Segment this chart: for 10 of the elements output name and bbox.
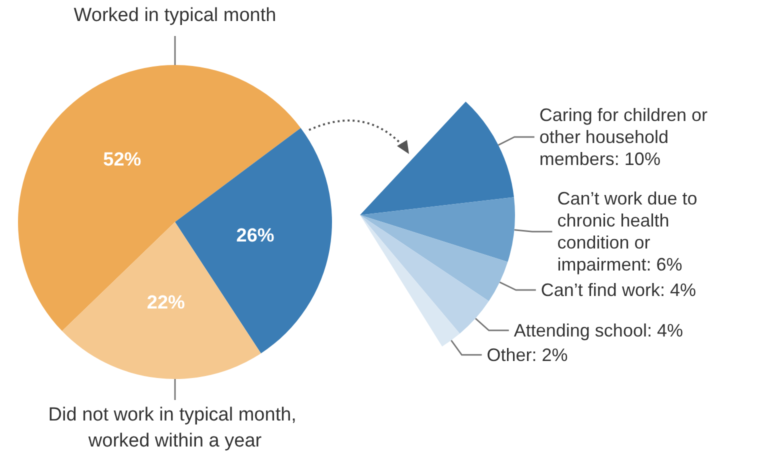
data-label: 22% bbox=[146, 292, 186, 314]
slice-label: Did not work in typical month, worked within a year bbox=[48, 404, 302, 452]
slice-label: Can’t work due to chronic health condition or impairment: 6% bbox=[557, 188, 698, 275]
slice-label: Can’t find work: 4% bbox=[540, 280, 696, 300]
slice-label: Worked in typical month bbox=[74, 5, 276, 26]
data-label: 52% bbox=[103, 149, 142, 170]
slice-label: Caring for children or other household members: 10% bbox=[539, 104, 708, 169]
slice-label: Attending school: 4% bbox=[514, 320, 683, 340]
data-label: 26% bbox=[236, 226, 274, 247]
slice-label: Other: 2% bbox=[486, 344, 568, 365]
